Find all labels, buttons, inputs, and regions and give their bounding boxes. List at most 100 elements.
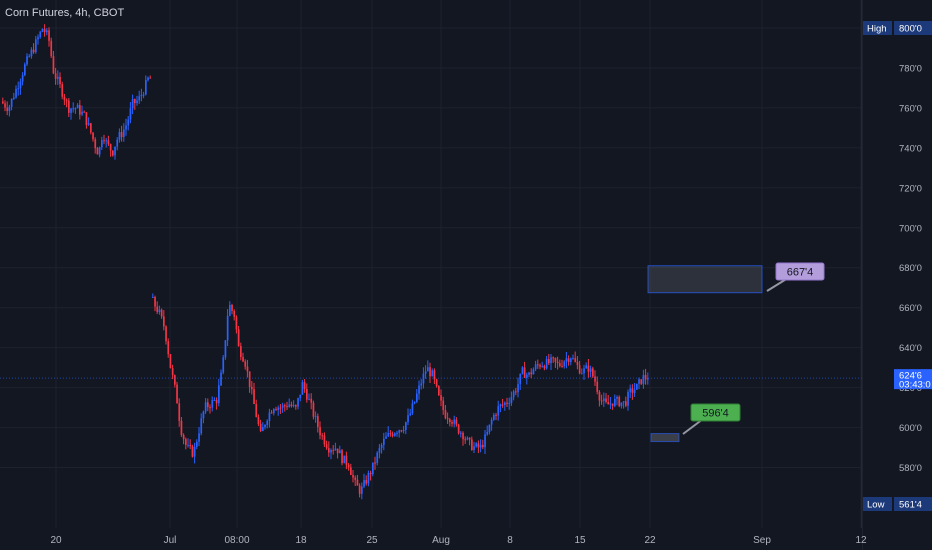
candle-body bbox=[517, 384, 519, 393]
candle-body bbox=[545, 359, 548, 369]
candle-body bbox=[398, 430, 401, 433]
candle-body bbox=[495, 414, 497, 416]
candle-body bbox=[149, 77, 152, 79]
candle-body bbox=[37, 37, 39, 40]
candle-body bbox=[32, 49, 35, 53]
candle-body bbox=[273, 409, 275, 414]
candle-body bbox=[72, 108, 75, 110]
candle-body bbox=[644, 375, 647, 380]
candle-body bbox=[70, 108, 72, 113]
time-tick-label: 12 bbox=[855, 535, 867, 546]
candle-body bbox=[284, 405, 286, 407]
candle-body bbox=[83, 111, 86, 113]
candle-body bbox=[539, 365, 541, 367]
time-tick-label: 08:00 bbox=[224, 535, 249, 546]
candle-body bbox=[477, 443, 480, 448]
candle-body bbox=[76, 104, 79, 109]
candle-body bbox=[607, 401, 610, 405]
candle-body bbox=[202, 411, 205, 419]
candle-body bbox=[499, 404, 502, 407]
candle-body bbox=[328, 448, 330, 453]
candle-body bbox=[237, 329, 240, 347]
candle-body bbox=[451, 422, 453, 424]
candle-body bbox=[565, 358, 568, 362]
candle-body bbox=[427, 367, 429, 372]
candle-body bbox=[589, 368, 592, 372]
candle-body bbox=[57, 76, 59, 79]
candle-body bbox=[54, 73, 57, 79]
candle-body bbox=[453, 419, 456, 424]
candle-body bbox=[196, 441, 198, 447]
candle-body bbox=[253, 389, 255, 405]
candle-body bbox=[433, 370, 436, 380]
candle-body bbox=[620, 402, 623, 407]
candle-body bbox=[105, 140, 108, 142]
candle-body bbox=[559, 363, 561, 366]
candle-body bbox=[295, 405, 297, 407]
candle-body bbox=[352, 474, 354, 478]
candle-body bbox=[596, 381, 599, 392]
candle-body bbox=[257, 416, 260, 425]
candle-body bbox=[385, 436, 387, 439]
candle-body bbox=[493, 414, 495, 420]
candle-body bbox=[255, 404, 258, 417]
candle-body bbox=[526, 374, 528, 378]
candle-body bbox=[323, 435, 326, 445]
candle-body bbox=[611, 403, 614, 406]
candle-body bbox=[583, 368, 585, 374]
candle-body bbox=[101, 140, 103, 148]
candle-body bbox=[378, 447, 381, 453]
candle-body bbox=[207, 402, 209, 408]
candle-body bbox=[92, 132, 94, 140]
candle-body bbox=[264, 424, 266, 428]
candle-body bbox=[605, 398, 607, 402]
candle-body bbox=[501, 404, 504, 406]
price-tick-label: 580'0 bbox=[899, 463, 922, 474]
candle-body bbox=[314, 416, 317, 418]
candle-body bbox=[220, 372, 222, 386]
candle-body bbox=[301, 382, 304, 395]
candle-body bbox=[79, 104, 81, 115]
candle-body bbox=[242, 357, 244, 362]
candle-body bbox=[129, 108, 132, 120]
candle-body bbox=[534, 364, 537, 370]
candle-body bbox=[552, 357, 555, 359]
price-tick-label: 760'0 bbox=[899, 103, 922, 114]
candle-body bbox=[107, 140, 110, 145]
candle-body bbox=[235, 316, 238, 330]
candle-body bbox=[68, 100, 70, 113]
candle-body bbox=[52, 56, 55, 74]
candle-body bbox=[523, 367, 526, 378]
candle-body bbox=[138, 96, 141, 101]
candle-body bbox=[292, 405, 295, 407]
price-tick-label: 660'0 bbox=[899, 303, 922, 314]
candle-body bbox=[15, 88, 17, 98]
candle-body bbox=[471, 439, 473, 451]
candle-body bbox=[431, 370, 434, 377]
target-low-label-text: 596'4 bbox=[702, 408, 729, 420]
candle-body bbox=[554, 357, 557, 362]
high-low-labels: High 800'0 Low 561'4 bbox=[863, 21, 932, 511]
candle-body bbox=[21, 75, 24, 82]
candle-body bbox=[464, 439, 467, 441]
candle-body bbox=[152, 296, 154, 298]
candle-body bbox=[479, 444, 482, 448]
candle-body bbox=[638, 379, 640, 384]
candle-body bbox=[134, 99, 136, 104]
candle-body bbox=[39, 31, 42, 38]
candle-body bbox=[561, 365, 563, 367]
candle-body bbox=[35, 39, 37, 53]
candle-body bbox=[581, 373, 583, 375]
time-axis bbox=[0, 528, 862, 550]
candle-body bbox=[519, 373, 522, 385]
candle-body bbox=[178, 403, 181, 421]
candle-body bbox=[572, 358, 574, 360]
candle-body bbox=[367, 472, 370, 484]
candle-body bbox=[468, 437, 471, 440]
candle-body bbox=[647, 378, 649, 380]
candle-body bbox=[136, 100, 138, 104]
candle-body bbox=[103, 140, 105, 142]
candle-body bbox=[244, 361, 247, 367]
candle-body bbox=[28, 56, 31, 58]
